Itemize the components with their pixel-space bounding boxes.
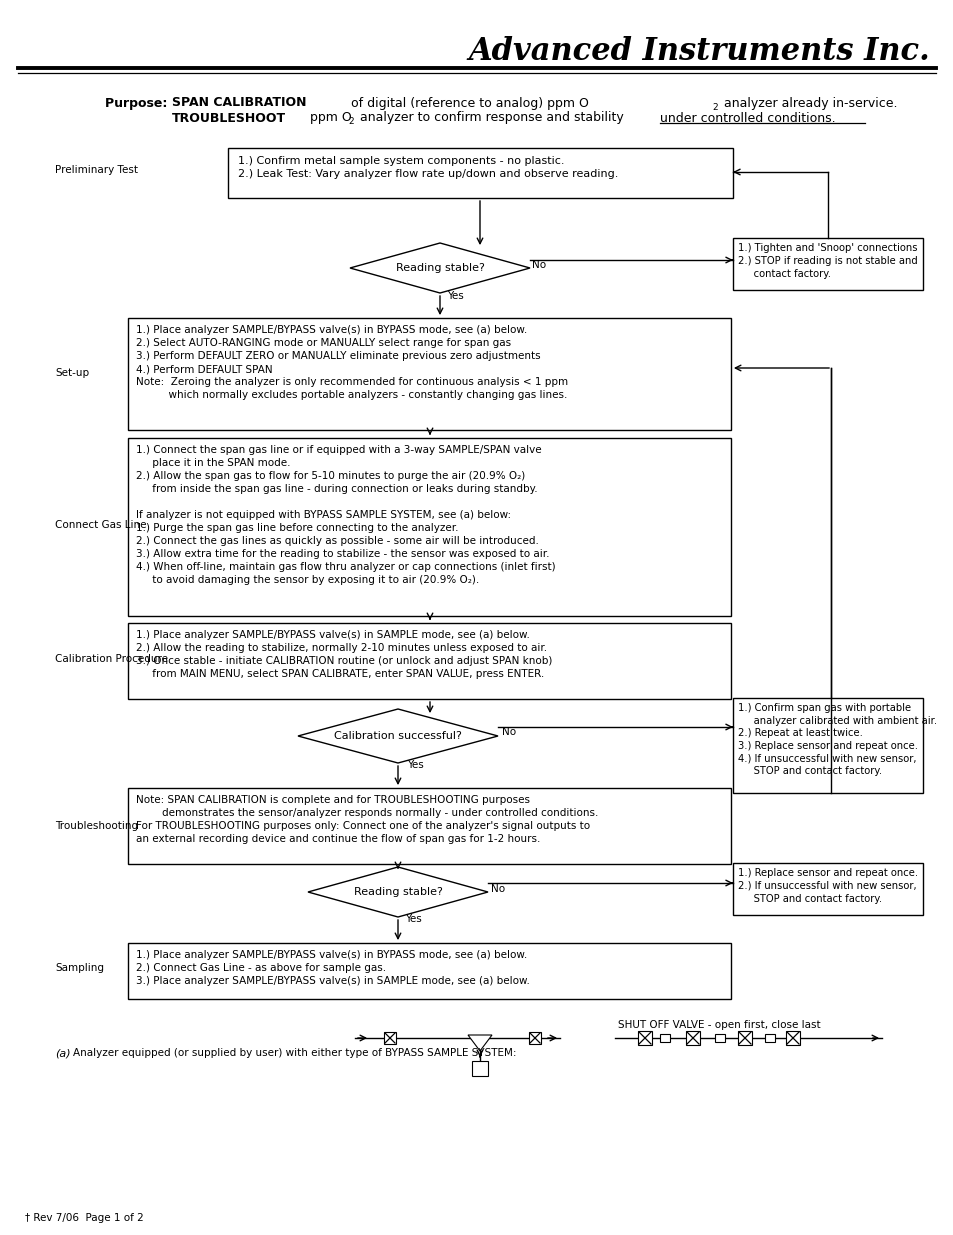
Polygon shape xyxy=(350,243,530,293)
Bar xyxy=(529,1032,540,1044)
Text: under controlled conditions.: under controlled conditions. xyxy=(659,111,835,125)
Text: 1.) Connect the span gas line or if equipped with a 3-way SAMPLE/SPAN valve
    : 1.) Connect the span gas line or if equi… xyxy=(136,445,555,585)
Bar xyxy=(128,317,730,430)
Text: ppm O: ppm O xyxy=(306,111,352,125)
Bar xyxy=(128,788,730,864)
Bar xyxy=(638,1031,651,1045)
Text: Purpose:: Purpose: xyxy=(105,96,176,110)
Text: Connect Gas Line: Connect Gas Line xyxy=(55,520,147,530)
Bar xyxy=(732,698,923,793)
Text: 1.) Confirm span gas with portable
     analyzer calibrated with ambient air.
2.: 1.) Confirm span gas with portable analy… xyxy=(738,703,936,776)
Text: Sampling: Sampling xyxy=(55,963,104,973)
Text: † Rev 7/06  Page 1 of 2: † Rev 7/06 Page 1 of 2 xyxy=(25,1213,144,1223)
Text: Reading stable?: Reading stable? xyxy=(395,263,484,273)
Bar xyxy=(228,148,732,198)
Text: (a): (a) xyxy=(55,1049,71,1058)
Text: Calibration successful?: Calibration successful? xyxy=(334,731,461,741)
Text: Yes: Yes xyxy=(405,914,421,924)
Bar xyxy=(384,1032,395,1044)
Bar xyxy=(732,863,923,915)
Text: No: No xyxy=(491,884,504,894)
Polygon shape xyxy=(468,1035,492,1051)
Polygon shape xyxy=(308,867,488,918)
Bar xyxy=(472,1061,488,1076)
Text: analyzer to confirm response and stability: analyzer to confirm response and stabili… xyxy=(355,111,627,125)
Text: Troubleshooting: Troubleshooting xyxy=(55,821,138,831)
Text: 1.) Tighten and 'Snoop' connections
2.) STOP if reading is not stable and
     c: 1.) Tighten and 'Snoop' connections 2.) … xyxy=(738,243,917,279)
Text: analyzer already in-service.: analyzer already in-service. xyxy=(720,96,897,110)
Bar xyxy=(128,438,730,616)
Polygon shape xyxy=(297,709,497,763)
Bar xyxy=(764,1034,774,1042)
Text: 1.) Replace sensor and repeat once.
2.) If unsuccessful with new sensor,
     ST: 1.) Replace sensor and repeat once. 2.) … xyxy=(738,868,917,904)
Text: Note: SPAN CALIBRATION is complete and for TROUBLESHOOTING purposes
        demo: Note: SPAN CALIBRATION is complete and f… xyxy=(136,795,598,844)
Text: 1.) Place analyzer SAMPLE/BYPASS valve(s) in SAMPLE mode, see (a) below.
2.) All: 1.) Place analyzer SAMPLE/BYPASS valve(s… xyxy=(136,630,552,679)
Text: Preliminary Test: Preliminary Test xyxy=(55,165,138,175)
Text: TROUBLESHOOT: TROUBLESHOOT xyxy=(172,111,286,125)
Text: of digital (reference to analog) ppm O: of digital (reference to analog) ppm O xyxy=(347,96,588,110)
Text: Set-up: Set-up xyxy=(55,368,89,378)
Bar xyxy=(714,1034,724,1042)
Text: Advanced Instruments Inc.: Advanced Instruments Inc. xyxy=(468,37,929,68)
Text: 1.) Place analyzer SAMPLE/BYPASS valve(s) in BYPASS mode, see (a) below.
2.) Con: 1.) Place analyzer SAMPLE/BYPASS valve(s… xyxy=(136,950,529,986)
Text: 1.) Confirm metal sample system components - no plastic.
2.) Leak Test: Vary ana: 1.) Confirm metal sample system componen… xyxy=(237,156,618,179)
Text: Yes: Yes xyxy=(447,291,463,301)
Bar xyxy=(128,944,730,999)
Text: SHUT OFF VALVE - open first, close last: SHUT OFF VALVE - open first, close last xyxy=(618,1020,820,1030)
Bar xyxy=(738,1031,751,1045)
Bar xyxy=(128,622,730,699)
Text: 1.) Place analyzer SAMPLE/BYPASS valve(s) in BYPASS mode, see (a) below.
2.) Sel: 1.) Place analyzer SAMPLE/BYPASS valve(s… xyxy=(136,325,568,400)
Text: Analyzer equipped (or supplied by user) with either type of BYPASS SAMPLE SYSTEM: Analyzer equipped (or supplied by user) … xyxy=(73,1049,516,1058)
Bar xyxy=(732,238,923,290)
Text: Yes: Yes xyxy=(407,760,423,769)
Text: No: No xyxy=(532,261,545,270)
Text: 2: 2 xyxy=(348,117,354,126)
Text: SPAN CALIBRATION: SPAN CALIBRATION xyxy=(172,96,306,110)
Text: Reading stable?: Reading stable? xyxy=(354,887,442,897)
Text: 2: 2 xyxy=(711,103,717,111)
Bar xyxy=(659,1034,669,1042)
Bar xyxy=(685,1031,700,1045)
Bar xyxy=(785,1031,800,1045)
Text: Calibration Procedure: Calibration Procedure xyxy=(55,655,168,664)
Text: No: No xyxy=(501,727,516,737)
